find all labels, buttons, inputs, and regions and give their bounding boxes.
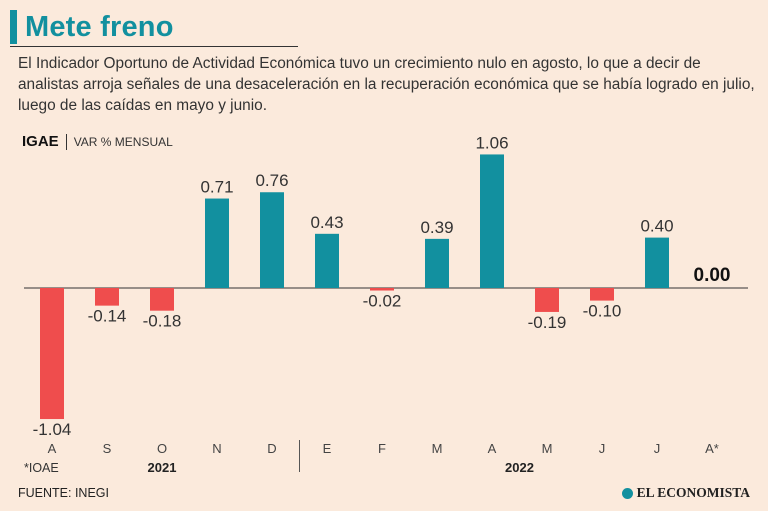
data-label-5: 0.76 (255, 171, 288, 190)
indicator-label-row: IGAE VAR % MENSUAL (22, 133, 173, 150)
footnote-label: *IOAE (24, 461, 59, 475)
year-label-2022: 2022 (505, 460, 534, 475)
x-tick-label-12: J (654, 441, 661, 456)
x-tick-label-2: S (103, 441, 112, 456)
x-tick-label-4: N (212, 441, 221, 456)
data-label-12: 0.40 (640, 217, 673, 236)
x-tick-label-9: A (488, 441, 497, 456)
data-label-6: 0.43 (310, 213, 343, 232)
x-tick-label-3: O (157, 441, 167, 456)
year-label-2021: 2021 (148, 460, 177, 475)
indicator-separator (65, 133, 67, 150)
x-tick-label-8: M (432, 441, 443, 456)
x-tick-label-6: E (323, 441, 332, 456)
data-label-8: 0.39 (420, 218, 453, 237)
title-block: Mete freno (10, 10, 174, 44)
brand-name: EL ECONOMISTA (636, 485, 750, 500)
bar-7 (370, 288, 394, 291)
source-note: FUENTE: INEGI (18, 486, 109, 500)
page-title: Mete freno (25, 10, 174, 43)
data-label-1: -1.04 (33, 420, 72, 439)
bar-4 (205, 198, 229, 288)
description-text: El Indicador Oportuno de Actividad Econó… (18, 55, 755, 114)
data-label-7: -0.02 (363, 292, 402, 311)
bar-6 (315, 233, 339, 288)
data-label-10: -0.19 (528, 313, 567, 332)
x-tick-label-7: F (378, 441, 386, 456)
x-tick-label-5: D (267, 441, 276, 456)
title-divider (10, 46, 298, 47)
brand-icon (621, 487, 633, 499)
indicator-unit: VAR % MENSUAL (73, 134, 173, 149)
bar-11 (590, 288, 614, 301)
x-tick-label-10: M (542, 441, 553, 456)
bar-2 (95, 288, 119, 306)
data-label-2: -0.14 (88, 307, 127, 326)
data-label-3: -0.18 (143, 312, 182, 331)
indicator-name: IGAE (22, 133, 59, 150)
data-label-9: 1.06 (475, 133, 508, 152)
brand-logo: EL ECONOMISTA (621, 485, 750, 501)
title-accent-bar (10, 10, 17, 44)
bar-12 (645, 237, 669, 288)
bar-1 (40, 288, 64, 420)
bar-9 (480, 154, 504, 288)
data-label-11: -0.10 (583, 302, 622, 321)
bar-10 (535, 288, 559, 312)
x-tick-label-11: J (599, 441, 606, 456)
x-tick-label-13: A* (705, 441, 719, 456)
data-label-4: 0.71 (200, 178, 233, 197)
bar-8 (425, 238, 449, 288)
bar-5 (260, 192, 284, 288)
bar-3 (150, 288, 174, 311)
data-label-13: 0.00 (694, 265, 731, 286)
x-tick-label-1: A (48, 441, 57, 456)
